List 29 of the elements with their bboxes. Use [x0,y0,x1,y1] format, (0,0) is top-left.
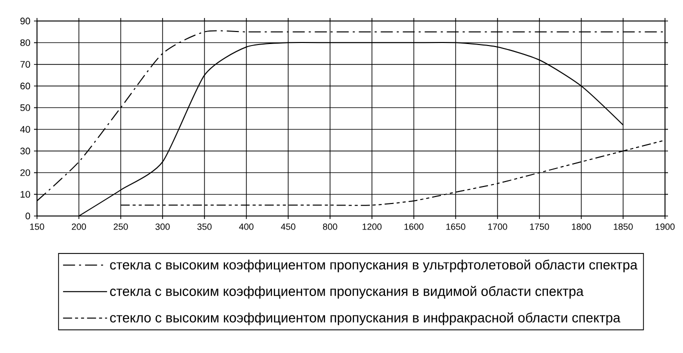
legend-label: стекло с высоким коэффициентом пропускания в инфракрасной области спектра [110,312,620,326]
x-tick-label: 1200 [362,224,382,230]
x-tick-label: 1650 [446,224,466,230]
y-tick-label: 0 [26,212,30,220]
x-tick-label: 200 [72,224,86,230]
x-tick-label: 1900 [656,224,675,230]
x-tick-label: 1600 [404,224,424,230]
y-tick-label: 40 [20,126,30,133]
x-tick-label: 1700 [488,224,508,230]
legend-label: стекла с высоким коэффициентом пропускания в ультрфтолетовой области спектра [110,259,638,272]
x-tick-label: 250 [114,224,128,230]
y-tick-label: 90 [20,18,30,24]
x-tick-label: 450 [280,224,296,230]
y-tick-label: 10 [20,190,30,198]
y-tick-label: 70 [20,60,30,68]
y-tick-label: 80 [20,39,30,46]
legend-label: стекла с высоким коэффициентом пропускания в видимой области спектра [110,286,584,299]
x-tick-label: 350 [197,224,212,230]
x-tick-label: 300 [155,224,170,230]
x-tick-label: 400 [239,224,254,230]
x-tick-label: 1750 [530,224,550,230]
x-tick-label: 150 [30,224,44,230]
y-tick-label: 20 [20,169,30,176]
x-tick-label: 1850 [614,224,633,230]
y-tick-label: 60 [20,82,30,90]
y-tick-label: 30 [20,148,30,154]
y-tick-label: 50 [20,104,30,112]
x-tick-label: 800 [322,224,338,230]
x-tick-label: 1800 [572,224,591,230]
